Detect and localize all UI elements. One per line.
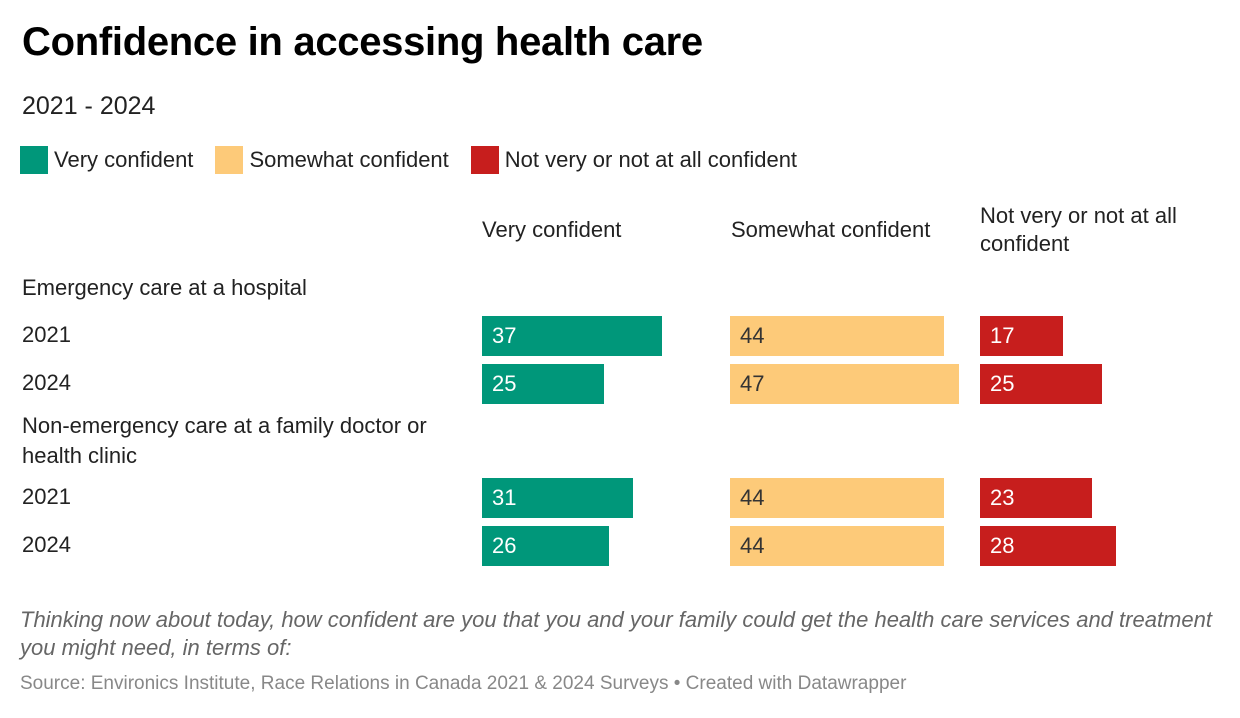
bar-non-emergency-2021-somewhat — [730, 478, 945, 518]
bar-value-label-non-emergency-2021-very: 31 — [492, 485, 517, 510]
bar-value-label-non-emergency-2024-somewhat: 44 — [740, 533, 765, 558]
bar-value-label-emergency-2024-very: 25 — [492, 371, 517, 396]
bar-value-label-emergency-2021-somewhat: 44 — [740, 323, 765, 348]
bar-emergency-2021-somewhat — [730, 316, 945, 356]
bar-value-label-emergency-2024-not: 25 — [990, 371, 1015, 396]
row-label-non-emergency-2024: 2024 — [22, 532, 71, 557]
bar-value-label-emergency-2021-very: 37 — [492, 323, 517, 348]
legend-item-somewhat: Somewhat confident — [215, 146, 449, 174]
group-label-emergency: Emergency care at a hospital — [22, 275, 307, 300]
bar-non-emergency-2024-very — [482, 526, 609, 566]
bar-non-emergency-2021-not — [980, 478, 1092, 518]
bar-value-label-non-emergency-2021-not: 23 — [990, 485, 1015, 510]
legend-label-very: Very confident — [54, 147, 194, 172]
question-note: Thinking now about today, how confident … — [20, 607, 1212, 660]
bar-value-label-non-emergency-2024-not: 28 — [990, 533, 1015, 558]
group-label-non-emergency: Non-emergency care at a family doctor or… — [22, 413, 427, 468]
legend-label-somewhat: Somewhat confident — [249, 147, 449, 172]
bar-non-emergency-2024-somewhat — [730, 526, 945, 566]
legend-item-very: Very confident — [20, 146, 193, 174]
bar-emergency-2024-somewhat — [730, 364, 959, 404]
legend-swatch-not — [470, 146, 499, 174]
bar-emergency-2021-not — [980, 316, 1063, 356]
bar-emergency-2024-not — [980, 364, 1102, 404]
legend-label-not: Not very or not at all confident — [504, 147, 798, 172]
chart-title: Confidence in accessing health care — [22, 20, 703, 64]
column-header-somewhat: Somewhat confident — [731, 217, 931, 242]
bar-value-label-non-emergency-2021-somewhat: 44 — [740, 485, 765, 510]
column-header-very: Very confident — [482, 217, 622, 242]
chart-subtitle: 2021 - 2024 — [22, 92, 156, 120]
legend-swatch-very — [20, 146, 48, 174]
legend-item-not: Not very or not at all confident — [470, 146, 798, 174]
row-label-emergency-2021: 2021 — [22, 322, 71, 347]
legend-swatch-somewhat — [215, 146, 244, 174]
bar-value-label-emergency-2021-not: 17 — [990, 323, 1015, 348]
bar-non-emergency-2021-very — [482, 478, 633, 518]
row-label-emergency-2024: 2024 — [22, 370, 71, 395]
row-label-non-emergency-2021: 2021 — [22, 484, 71, 509]
legend: Very confident Somewhat confident Not ve… — [20, 146, 819, 174]
bar-value-label-non-emergency-2024-very: 26 — [492, 533, 517, 558]
bar-emergency-2024-very — [482, 364, 604, 404]
bar-non-emergency-2024-not — [980, 526, 1117, 566]
source-line: Source: Environics Institute, Race Relat… — [20, 673, 907, 694]
column-header-not: Not very or not at all confident — [980, 203, 1177, 256]
bar-value-label-emergency-2024-somewhat: 47 — [740, 371, 765, 396]
bar-emergency-2021-very — [482, 316, 663, 356]
